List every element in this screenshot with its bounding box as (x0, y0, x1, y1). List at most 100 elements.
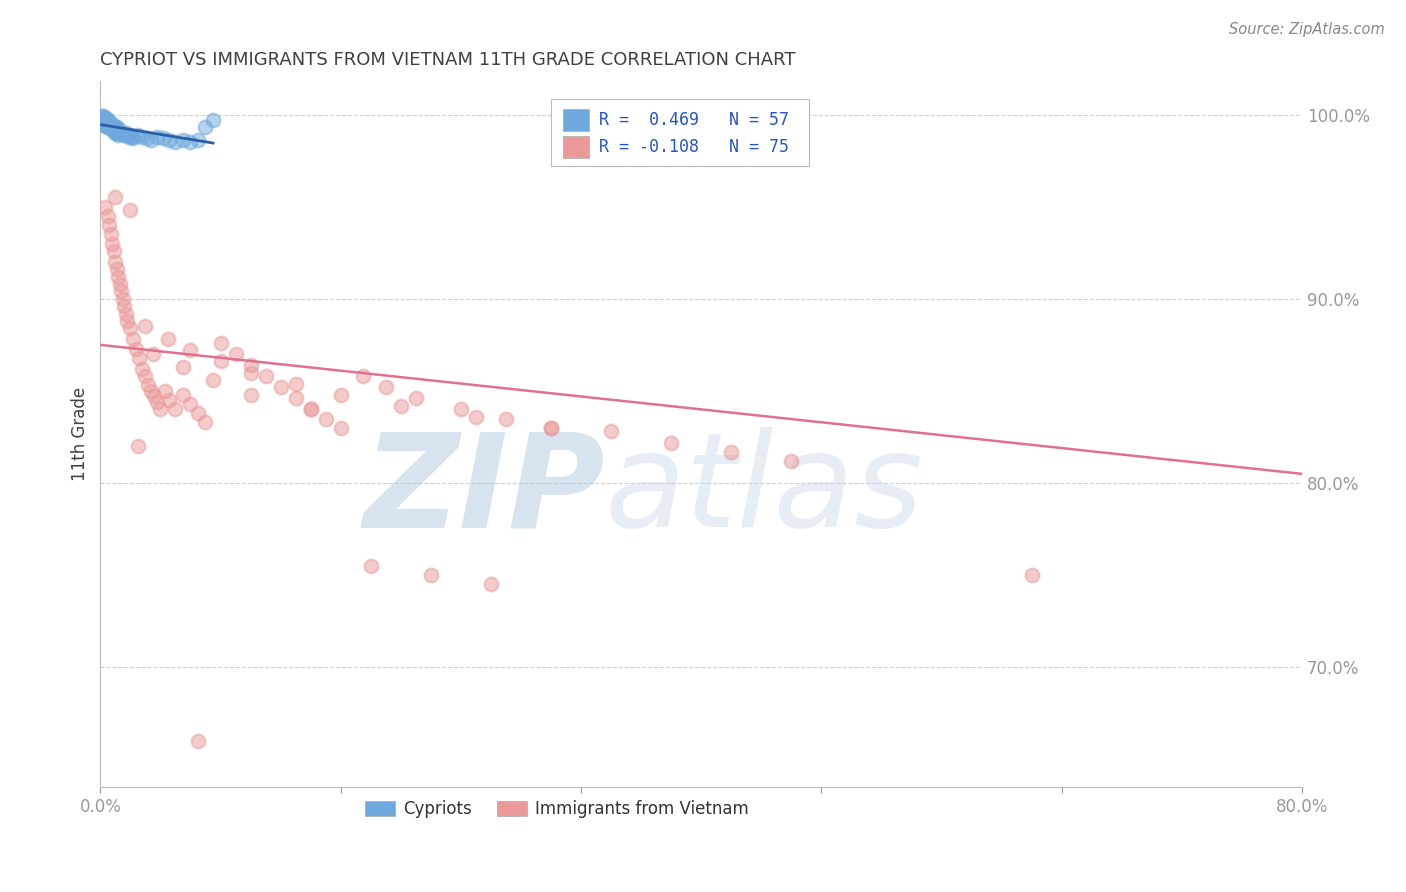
Point (299, 402, 322, 417)
Point (103, 124, 125, 138)
Point (94, 200, 117, 214)
Point (172, 133, 194, 147)
Point (120, 128, 142, 142)
Point (101, 236, 124, 251)
Point (540, 421, 562, 435)
Point (153, 384, 176, 398)
Point (120, 321, 142, 335)
Point (141, 384, 163, 398)
Point (94, 112, 117, 126)
Point (450, 402, 472, 417)
Point (352, 369, 374, 384)
Point (112, 299, 135, 313)
Point (117, 128, 139, 142)
Point (141, 133, 163, 147)
Point (389, 399, 412, 413)
Point (100, 122, 122, 136)
Point (239, 358, 262, 372)
Point (121, 129, 143, 144)
Point (187, 406, 209, 420)
Point (101, 117, 124, 131)
Point (284, 376, 307, 391)
FancyBboxPatch shape (562, 109, 589, 131)
Point (93, 112, 115, 126)
Point (134, 369, 156, 384)
Point (107, 128, 129, 142)
Point (98, 117, 121, 131)
Point (98, 115, 121, 129)
Point (98, 218, 121, 232)
Point (156, 332, 179, 346)
Point (600, 425, 623, 439)
Point (100, 117, 122, 131)
Point (202, 113, 225, 128)
Point (122, 332, 145, 346)
Point (146, 395, 169, 409)
Point (127, 128, 149, 142)
Point (96, 113, 118, 128)
Point (172, 387, 194, 401)
Point (360, 559, 382, 574)
Y-axis label: 11th Grade: 11th Grade (72, 387, 89, 482)
Point (107, 122, 129, 136)
Point (329, 387, 352, 401)
Point (105, 126, 128, 140)
Point (187, 133, 209, 147)
Point (165, 402, 187, 417)
Point (187, 734, 209, 748)
Point (299, 402, 322, 417)
Point (120, 203, 142, 218)
Point (105, 120, 128, 135)
Point (100, 119, 122, 133)
Text: atlas: atlas (605, 427, 924, 554)
Point (225, 347, 247, 361)
Text: R =  0.469   N = 57: R = 0.469 N = 57 (599, 112, 789, 129)
Point (179, 135, 201, 149)
Point (202, 373, 225, 387)
Point (329, 421, 352, 435)
Text: ZIP: ZIP (363, 427, 605, 554)
Point (104, 126, 127, 140)
Point (209, 336, 232, 351)
Point (93, 117, 115, 131)
Point (149, 402, 172, 417)
Point (284, 392, 307, 406)
Text: CYPRIOT VS IMMIGRANTS FROM VIETNAM 11TH GRADE CORRELATION CHART: CYPRIOT VS IMMIGRANTS FROM VIETNAM 11TH … (100, 51, 796, 69)
Point (138, 378, 160, 392)
Point (105, 262, 128, 277)
Point (135, 131, 157, 145)
Point (108, 124, 131, 138)
Point (103, 244, 125, 258)
Point (98, 120, 121, 135)
Point (134, 319, 156, 334)
Point (720, 444, 742, 458)
Point (254, 369, 277, 384)
Point (146, 129, 169, 144)
Point (104, 255, 127, 269)
Point (659, 435, 682, 450)
Point (194, 120, 217, 135)
Point (96, 119, 118, 133)
Point (90, 113, 112, 128)
Point (179, 397, 201, 411)
Point (315, 411, 337, 425)
Point (209, 354, 232, 368)
Point (115, 307, 138, 321)
Point (110, 126, 132, 140)
Point (96, 115, 118, 129)
Point (96, 112, 118, 126)
Point (159, 393, 181, 408)
Point (111, 292, 134, 306)
Point (194, 415, 217, 429)
Legend: Cypriots, Immigrants from Vietnam: Cypriots, Immigrants from Vietnam (359, 793, 756, 825)
Point (90, 109, 112, 123)
Text: Source: ZipAtlas.com: Source: ZipAtlas.com (1229, 22, 1385, 37)
Point (103, 119, 125, 133)
Point (93, 113, 115, 128)
Point (93, 109, 115, 123)
Point (152, 131, 174, 145)
Point (374, 380, 396, 394)
Point (94, 115, 117, 129)
Point (94, 119, 117, 133)
Point (97, 119, 120, 133)
